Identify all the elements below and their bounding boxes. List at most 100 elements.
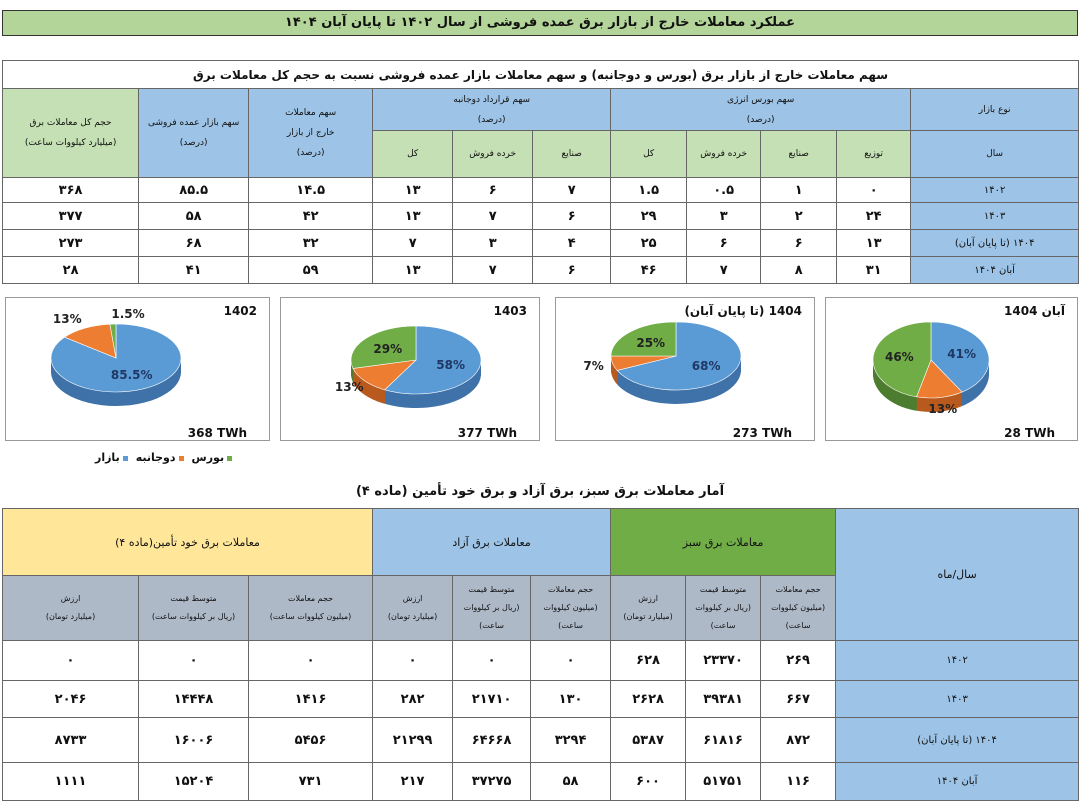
pie-slice	[350, 325, 417, 369]
pie-label: 29%	[373, 341, 403, 356]
col-distribution: توزیع	[836, 130, 912, 178]
pie-label: 46%	[884, 350, 914, 365]
col-total: کل	[610, 130, 688, 178]
pie-label: 58%	[436, 357, 465, 372]
table-cell: ۳۷۷	[1, 202, 140, 230]
pie-total: 377 TWh	[457, 426, 517, 440]
table-cell: ۶	[452, 177, 534, 203]
table-cell: ۱۳۰	[530, 680, 612, 718]
table-cell: ۱۱۱۱	[1, 762, 140, 801]
table-cell: ۰	[372, 640, 454, 681]
sub-header: حجم معاملات (میلیون کیلووات ساعت)	[760, 575, 837, 641]
sub-header: حجم معاملات (میلیون کیلووات ساعت)	[248, 575, 374, 641]
row-year: ۱۴۰۳	[910, 202, 1080, 230]
pie-total: 368 TWh	[187, 426, 247, 440]
table-cell: ۷	[686, 256, 762, 284]
table-cell: ۱.۵	[610, 177, 688, 203]
pie-slice	[109, 323, 117, 359]
free-power-header: معاملات برق آزاد	[372, 508, 612, 576]
table-cell: ۳	[686, 202, 762, 230]
sub-header: ارزش (میلیارد تومان)	[372, 575, 454, 641]
table-cell: ۱	[760, 177, 838, 203]
row-year: ۱۴۰۴ (تا پایان آبان)	[910, 229, 1080, 257]
table-cell: ۲۸۲	[372, 680, 454, 718]
table-cell: ۶	[760, 229, 838, 257]
pie-label: 1.5%	[111, 306, 145, 321]
table-cell: ۴۱	[138, 256, 250, 284]
table-cell: ۱۴۱۶	[248, 680, 374, 718]
table-cell: ۳۱	[836, 256, 912, 284]
table-row: ۱۴۰۳ ۶۶۷ ۳۹۳۸۱ ۲۶۲۸ ۱۳۰ ۲۱۷۱۰ ۲۸۲ ۱۴۱۶ ۱۴۴۴۸ ۲۰۴۶	[1, 680, 1080, 718]
sub-header: متوسط قیمت (ریال بر کیلووات ساعت)	[685, 575, 762, 641]
table-cell: ۷	[532, 177, 612, 203]
pie-slice	[384, 325, 482, 395]
table-cell: ۲۷۳	[1, 229, 140, 257]
table-cell: ۰	[248, 640, 374, 681]
col-industry: صنایع	[760, 130, 838, 178]
table-cell: ۷	[452, 202, 534, 230]
market-share-table: سهم معاملات خارج از بازار برق (بورس و دو…	[1, 60, 1080, 284]
year-month-header: سال/ماه	[835, 508, 1080, 641]
table-row: ۱۴۰۴ (تا پایان آبان) ۱۳ ۶ ۶ ۲۵ ۴ ۳ ۷ ۳۲ ۶۸ ۲۷۳	[1, 229, 1080, 257]
pie-total: 28 TWh	[1004, 426, 1055, 440]
year-header: سال	[910, 130, 1080, 178]
sub-header: متوسط قیمت (ریال بر کیلووات ساعت)	[138, 575, 250, 641]
table-cell: ۳۲	[248, 229, 374, 257]
total-volume-header: حجم کل معاملات برق (میلیارد کیلووات ساعت)	[1, 88, 140, 178]
table-cell: ۲۴	[836, 202, 912, 230]
table-cell: ۸۵.۵	[138, 177, 250, 203]
pie-slice	[872, 321, 932, 398]
table-cell: ۷	[452, 256, 534, 284]
table-cell: ۳۹۳۸۱	[685, 680, 762, 718]
row-year: ۱۴۰۴ (تا پایان آبان)	[835, 717, 1080, 763]
table-cell: ۶	[532, 202, 612, 230]
col-retail: خرده فروش	[686, 130, 762, 178]
table-cell: ۴	[532, 229, 612, 257]
bilateral-group-header: سهم قرارداد دوجانبه (درصد)	[372, 88, 612, 131]
table-row: ۱۴۰۲ ۲۶۹ ۲۳۳۷۰ ۶۲۸ ۰ ۰ ۰ ۰ ۰ ۰	[1, 640, 1080, 681]
pie-chart: آبان 1404 28 TWh 41% 13% 46%	[825, 297, 1078, 441]
table-cell: ۵۹	[248, 256, 374, 284]
legend-swatch	[178, 455, 184, 461]
table-cell: ۸	[760, 256, 838, 284]
table-cell: ۱۳	[372, 177, 454, 203]
table-row: آبان ۱۴۰۴ ۳۱ ۸ ۷ ۴۶ ۶ ۷ ۱۳ ۵۹ ۴۱ ۲۸	[1, 256, 1080, 284]
table-cell: ۵۱۷۵۱	[685, 762, 762, 801]
table-cell: ۵۸	[138, 202, 250, 230]
table-cell: ۳۲۹۴	[530, 717, 612, 763]
table-cell: ۵۳۸۷	[610, 717, 687, 763]
table-cell: ۱۴۴۴۸	[138, 680, 250, 718]
row-year: ۱۴۰۲	[910, 177, 1080, 203]
pie-chart: 1403 377 TWh 58% 13% 29%	[280, 297, 540, 441]
table-cell: ۰	[836, 177, 912, 203]
table-cell: ۱۳	[836, 229, 912, 257]
table-cell: ۶۲۸	[610, 640, 687, 681]
table-cell: ۳۶۸	[1, 177, 140, 203]
table-cell: ۸۷۳۳	[1, 717, 140, 763]
table-cell: ۸۷۲	[760, 717, 837, 763]
table-cell: ۱۳	[372, 256, 454, 284]
legend-swatch	[122, 455, 128, 461]
table-cell: ۲۸	[1, 256, 140, 284]
table-cell: ۵۴۵۶	[248, 717, 374, 763]
table-cell: ۳	[452, 229, 534, 257]
table-cell: ۲۰۴۶	[1, 680, 140, 718]
table-cell: ۲۶۲۸	[610, 680, 687, 718]
pie-label: 41%	[947, 347, 976, 362]
table-cell: ۲۱۲۹۹	[372, 717, 454, 763]
pie-label: 7%	[583, 358, 604, 373]
table-row: ۱۴۰۳ ۲۴ ۲ ۳ ۲۹ ۶ ۷ ۱۳ ۴۲ ۵۸ ۳۷۷	[1, 202, 1080, 230]
legend-item: دوجانبه	[136, 451, 184, 464]
table-cell: ۲۶۹	[760, 640, 837, 681]
legend-item: بورس	[192, 451, 233, 464]
pie-total: 273 TWh	[732, 426, 792, 440]
table-caption: سهم معاملات خارج از بازار برق (بورس و دو…	[1, 60, 1080, 89]
sub-header: حجم معاملات (میلیون کیلووات ساعت)	[530, 575, 612, 641]
pie-label: 13%	[928, 401, 958, 416]
sub-header: ارزش (میلیارد تومان)	[1, 575, 140, 641]
legend-swatch	[227, 455, 233, 461]
table-cell: ۶	[532, 256, 612, 284]
pie-title: 1404 (تا پایان آبان)	[684, 304, 802, 318]
pie-title: آبان 1404	[1004, 304, 1065, 318]
table-cell: ۵۸	[530, 762, 612, 801]
